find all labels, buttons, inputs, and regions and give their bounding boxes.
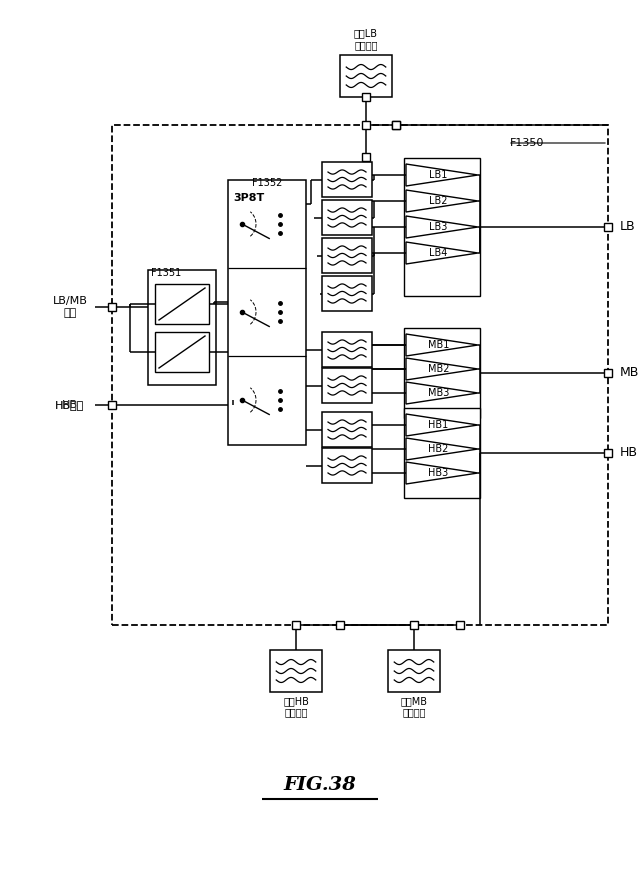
Bar bbox=[388, 650, 440, 692]
Bar bbox=[155, 332, 209, 372]
Bar bbox=[362, 153, 370, 161]
Text: HB入力: HB入力 bbox=[56, 400, 84, 410]
Bar bbox=[292, 621, 300, 629]
Bar bbox=[362, 93, 370, 101]
Text: F1352: F1352 bbox=[252, 178, 282, 188]
Text: 外部LB
フィルタ: 外部LB フィルタ bbox=[354, 28, 378, 50]
Text: LB1: LB1 bbox=[429, 170, 447, 180]
Bar bbox=[410, 621, 418, 629]
Bar bbox=[155, 284, 209, 324]
Text: F1350: F1350 bbox=[510, 138, 545, 148]
Text: HB: HB bbox=[62, 400, 78, 410]
Text: LB4: LB4 bbox=[429, 248, 447, 258]
Text: LB/MB
入力: LB/MB 入力 bbox=[52, 296, 88, 318]
Bar bbox=[322, 238, 372, 273]
Bar bbox=[322, 412, 372, 447]
Bar bbox=[108, 401, 116, 409]
Bar bbox=[322, 200, 372, 235]
Text: LB3: LB3 bbox=[429, 222, 447, 232]
Bar bbox=[322, 276, 372, 311]
Bar bbox=[392, 121, 400, 129]
Bar bbox=[404, 328, 480, 418]
Text: LB: LB bbox=[620, 221, 636, 233]
Bar bbox=[404, 408, 480, 498]
Text: MB1: MB1 bbox=[428, 340, 449, 350]
Text: HB2: HB2 bbox=[428, 444, 449, 454]
Text: LB2: LB2 bbox=[429, 196, 447, 206]
Bar bbox=[604, 223, 612, 231]
Text: MB: MB bbox=[620, 366, 639, 380]
Text: 外部HB
フィルタ: 外部HB フィルタ bbox=[283, 696, 309, 718]
Text: MB2: MB2 bbox=[428, 364, 449, 374]
Text: HB入力: HB入力 bbox=[56, 400, 84, 410]
Text: HB入力: HB入力 bbox=[56, 400, 84, 410]
Bar bbox=[362, 121, 370, 129]
Bar bbox=[340, 55, 392, 97]
Text: MB3: MB3 bbox=[428, 388, 449, 398]
Bar bbox=[148, 270, 216, 385]
Bar bbox=[112, 125, 608, 625]
Text: FIG.38: FIG.38 bbox=[284, 776, 356, 794]
Text: HB: HB bbox=[620, 447, 638, 459]
Bar bbox=[392, 121, 400, 129]
Bar bbox=[456, 621, 464, 629]
Bar bbox=[322, 162, 372, 197]
Bar bbox=[322, 448, 372, 483]
Bar bbox=[108, 303, 116, 311]
Text: 3P8T: 3P8T bbox=[233, 193, 264, 203]
Bar bbox=[322, 368, 372, 403]
Bar bbox=[322, 332, 372, 367]
Bar bbox=[228, 180, 306, 445]
Text: 外部MB
フィルタ: 外部MB フィルタ bbox=[401, 696, 428, 718]
Text: HB1: HB1 bbox=[428, 420, 449, 430]
Bar bbox=[336, 621, 344, 629]
Bar bbox=[404, 158, 480, 296]
Bar bbox=[604, 449, 612, 457]
Text: F1351: F1351 bbox=[151, 268, 181, 278]
Text: HB3: HB3 bbox=[428, 468, 449, 478]
Bar bbox=[270, 650, 322, 692]
Bar bbox=[604, 369, 612, 377]
